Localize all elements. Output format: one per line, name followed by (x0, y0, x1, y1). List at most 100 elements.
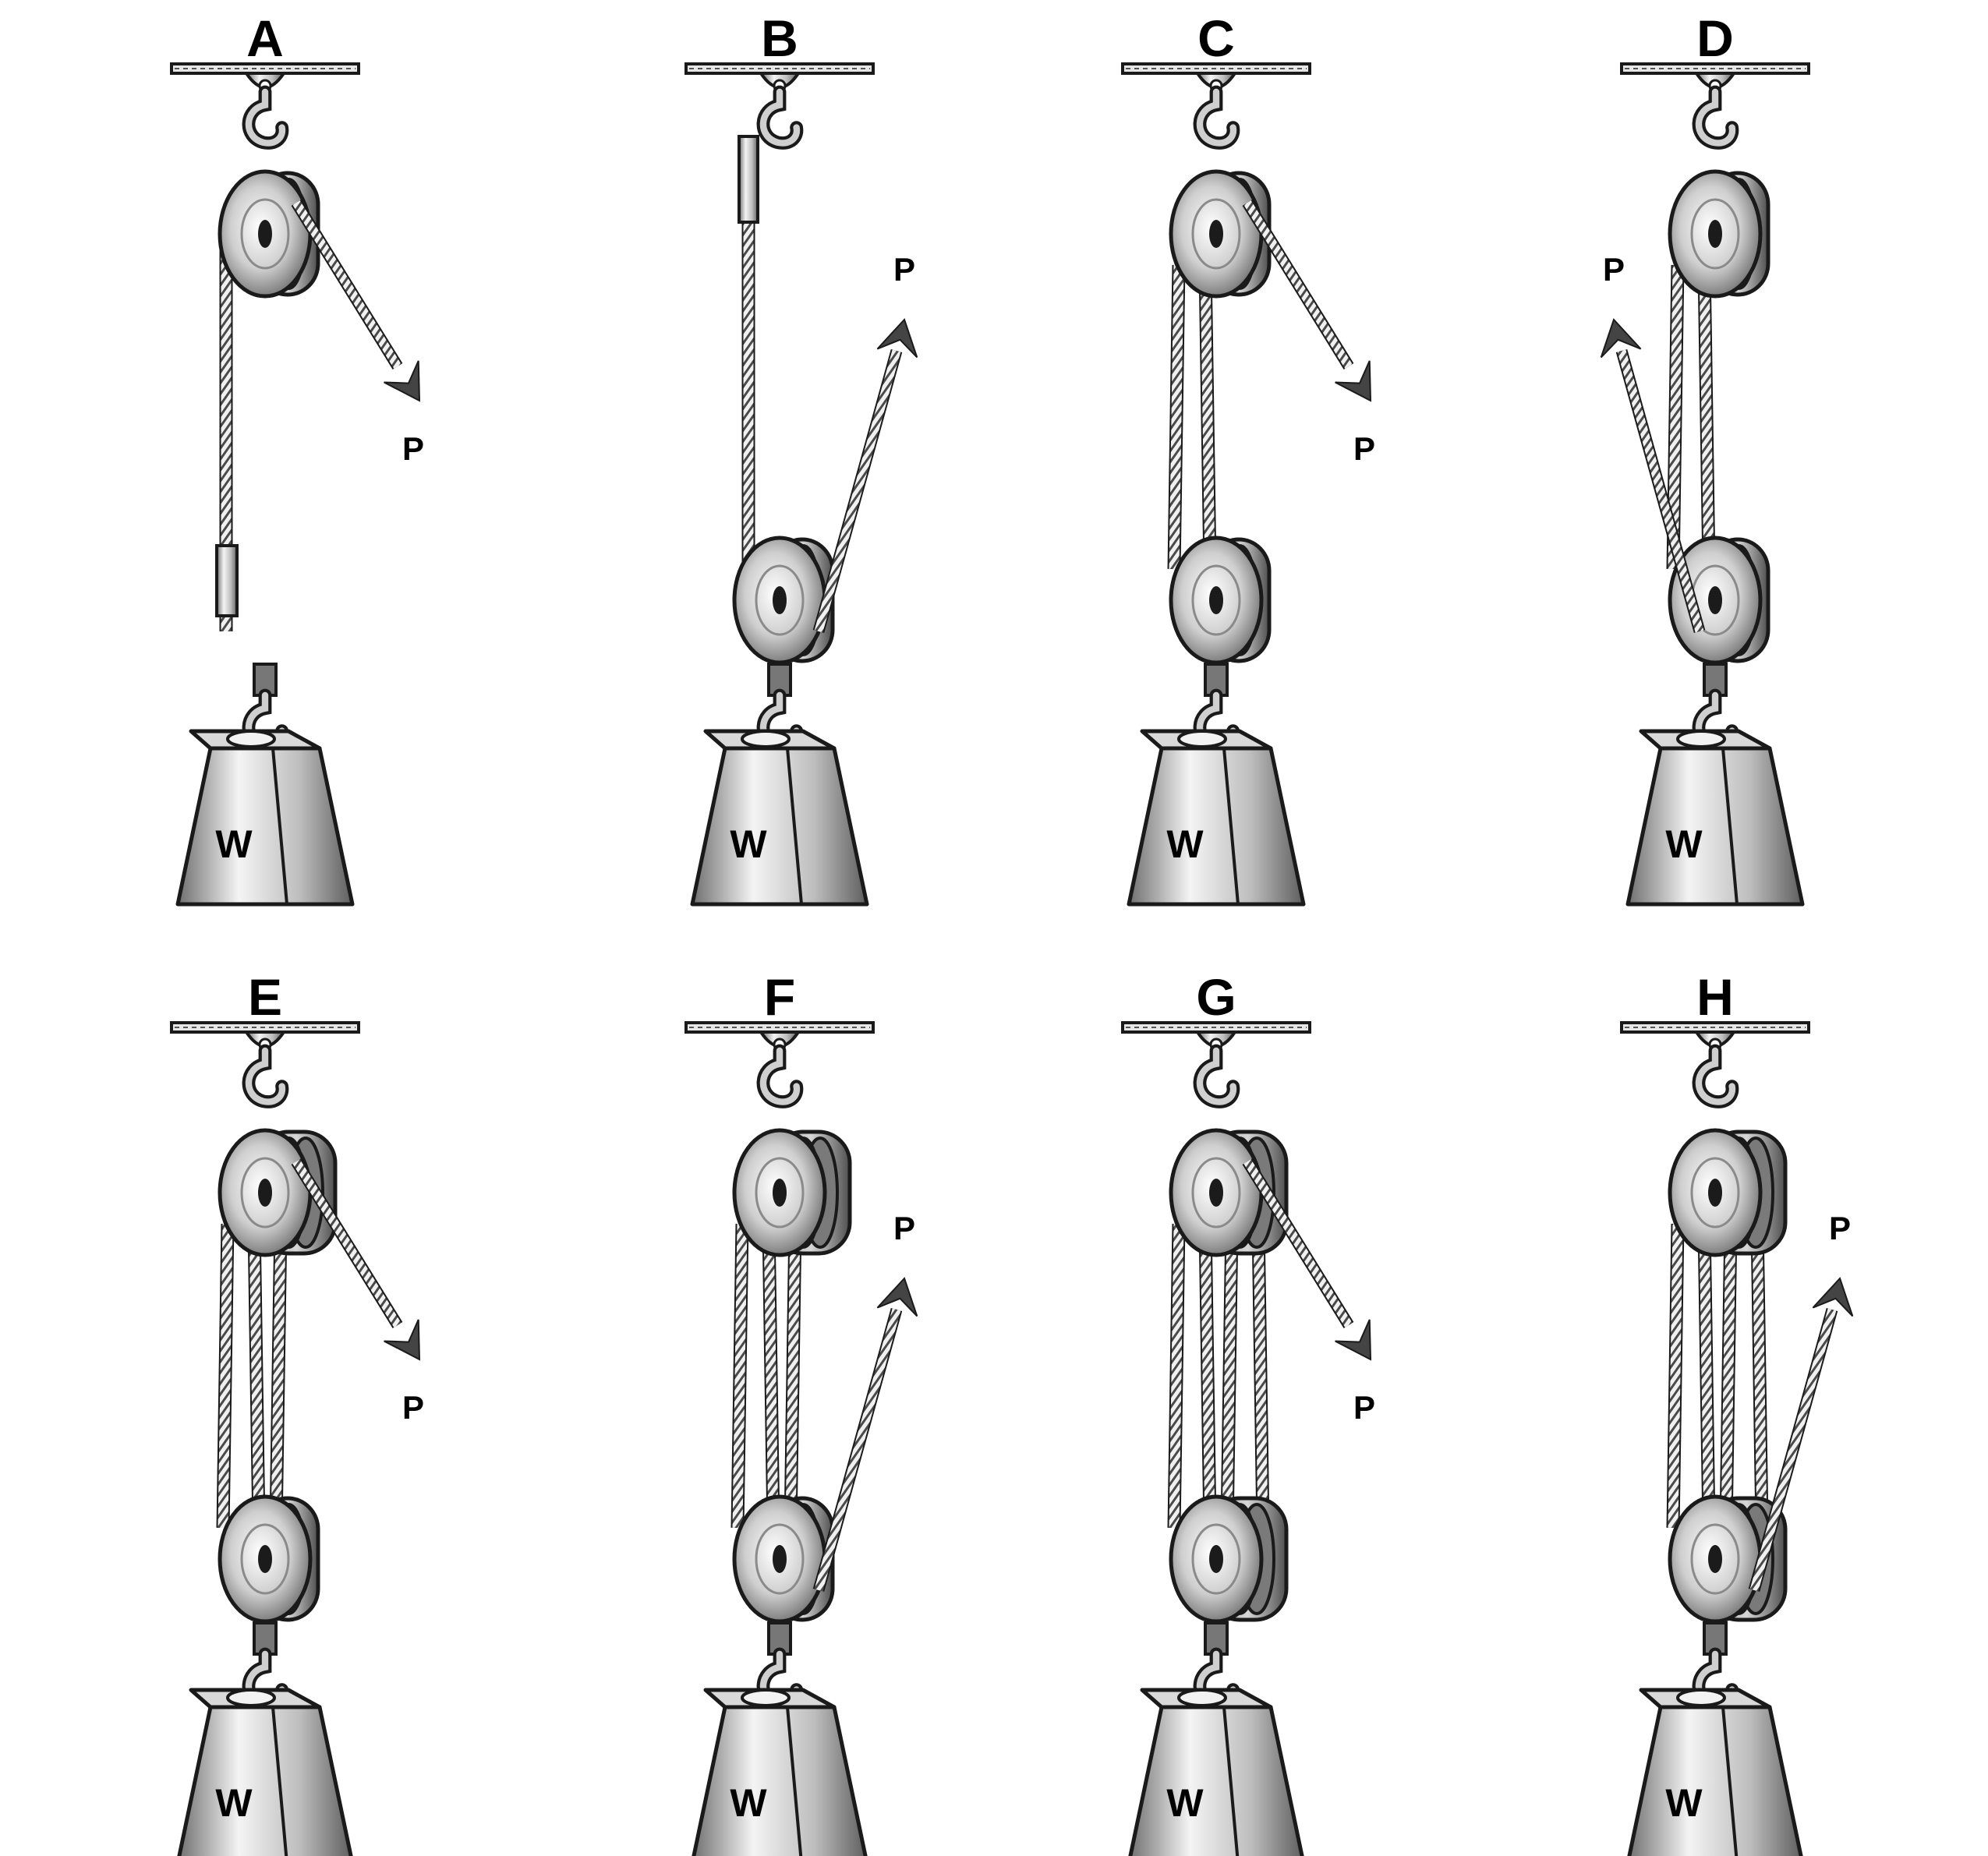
weight-label: W (1665, 822, 1703, 866)
rope-anchor (738, 135, 759, 224)
pull-arrow-head (876, 318, 918, 359)
rope (1200, 264, 1215, 570)
panel-label: F (764, 968, 795, 1026)
weight-label: W (730, 1781, 767, 1825)
force-label: P (1353, 1389, 1375, 1426)
hook (1196, 1047, 1237, 1105)
rope (218, 1223, 233, 1529)
hook (759, 1047, 801, 1105)
pull-arrow-head (876, 1277, 918, 1317)
rope (1668, 1223, 1683, 1529)
lower-block-axle (773, 1545, 787, 1573)
panel-g: G W P (1121, 968, 1375, 1856)
upper-block-sheave-ring (755, 1157, 805, 1228)
weight-label: W (1665, 1781, 1703, 1825)
lower-block-sheave-ring (240, 1523, 290, 1595)
hook (245, 1047, 286, 1105)
lower-block-sheave-ring (1191, 564, 1241, 636)
pull-arrow-head (384, 360, 421, 402)
upper-block-axle (1209, 1179, 1223, 1207)
weight-ridge (786, 748, 803, 905)
panel-label: A (246, 9, 284, 67)
weight-ridge (271, 748, 288, 905)
panel-label: E (248, 968, 282, 1026)
rope (1721, 1223, 1736, 1529)
lower-block-axle (1209, 1545, 1223, 1573)
rope (1617, 349, 1704, 633)
pull-arrow-head (1600, 318, 1642, 359)
rope (1169, 1223, 1184, 1529)
pull-arrow-head (1335, 1319, 1372, 1361)
hook (759, 88, 801, 147)
weight-front (1128, 1705, 1304, 1856)
weight-label: W (1166, 1781, 1204, 1825)
weight-ridge (786, 1706, 803, 1856)
weight-label: W (215, 822, 253, 866)
pull-arrow-head (1335, 360, 1372, 402)
hook (1196, 88, 1237, 147)
pull-arrow-head (384, 1319, 421, 1361)
weight-front (1627, 1705, 1803, 1856)
swivel (1204, 663, 1229, 697)
force-label: P (1829, 1210, 1851, 1246)
weight-eye (226, 730, 276, 748)
weight-eye (1177, 730, 1227, 748)
upper-block-sheave-ring (240, 1157, 290, 1228)
weight-eye (741, 730, 791, 748)
upper-block-axle (258, 220, 272, 248)
panel-label: H (1696, 968, 1734, 1026)
upper-block-sheave-ring (1191, 198, 1241, 270)
weight-eye (1676, 730, 1726, 748)
force-label: P (893, 251, 915, 288)
force-label: P (402, 1389, 424, 1426)
upper-block-axle (1708, 220, 1722, 248)
rope (1749, 1308, 1837, 1592)
rope (1699, 1223, 1714, 1529)
hook (1695, 1047, 1736, 1105)
panel-f: F W P (684, 968, 918, 1856)
rope (732, 1223, 748, 1529)
weight-ridge (1222, 748, 1240, 905)
panel-a: A W P (170, 9, 424, 907)
lower-block-axle (1209, 586, 1223, 614)
weight-label: W (215, 1781, 253, 1825)
rope (271, 1223, 286, 1529)
panel-b: B W P (684, 9, 918, 907)
rope (1243, 200, 1353, 369)
weight-front (1127, 746, 1306, 907)
weight-eye (1177, 1688, 1227, 1707)
weight-eye (226, 1688, 276, 1707)
weight-front (690, 746, 869, 907)
rope (785, 1223, 801, 1529)
lower-block-sheave-ring (755, 1523, 805, 1595)
force-label: P (1603, 251, 1625, 288)
upper-block-axle (1209, 220, 1223, 248)
panel-label: C (1197, 9, 1235, 67)
lower-block-sheave-ring (755, 564, 805, 636)
force-label: P (1353, 430, 1375, 467)
upper-block-axle (258, 1179, 272, 1207)
hook (245, 88, 286, 147)
rope (1699, 264, 1714, 570)
rope (1169, 264, 1184, 570)
swivel (1204, 1621, 1229, 1656)
panel-e: E W P (170, 968, 424, 1856)
rope (814, 349, 901, 633)
lower-block-sheave-ring (1191, 1523, 1241, 1595)
weight-label: W (730, 822, 767, 866)
panel-c: C W P (1121, 9, 1375, 907)
rope (1243, 1159, 1353, 1327)
hook (1695, 88, 1736, 147)
panel-label: D (1696, 9, 1734, 67)
weight-eye (1676, 1688, 1726, 1707)
lower-block-axle (258, 1545, 272, 1573)
weight-eye (741, 1688, 791, 1707)
weight-label: W (1166, 822, 1204, 866)
pull-arrow-head (1812, 1277, 1854, 1317)
rope (814, 1308, 901, 1592)
lower-block-axle (1708, 1545, 1722, 1573)
upper-block-sheave-ring (240, 198, 290, 270)
weight-ridge (1721, 748, 1739, 905)
upper-block-sheave-ring (1690, 1157, 1740, 1228)
